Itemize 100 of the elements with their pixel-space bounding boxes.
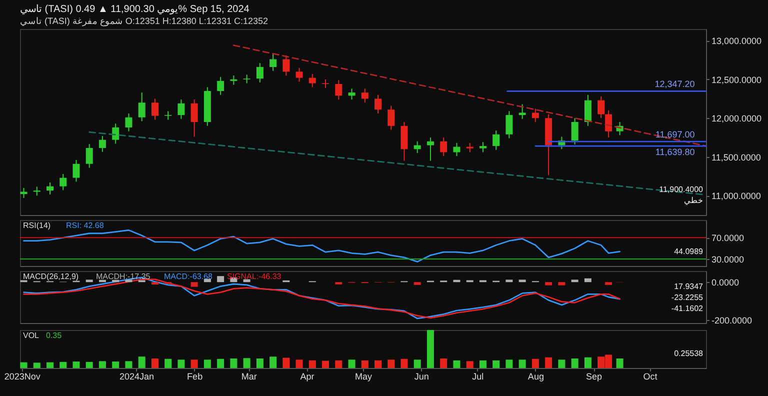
bar [479,360,486,368]
y-tick-label: 30.0000 [712,254,744,265]
candlestick [532,108,539,122]
bar [558,360,566,368]
x-tick-label: Oct [643,372,658,382]
bar [506,360,513,368]
bar [335,360,342,368]
bar [256,358,264,368]
candlestick [282,54,290,76]
series-label: RSI: 42.68 [66,221,104,230]
x-tick-label: Aug [528,372,544,382]
bar [348,360,356,368]
bar [388,360,395,368]
x-tick-label: May [354,372,372,382]
bar [270,356,277,368]
candlestick [414,140,421,154]
candlestick [60,173,67,191]
candlestick [125,112,132,132]
x-tick-label: 2023Nov [4,372,41,382]
x-tick-label: Apr [300,372,314,382]
bar [414,360,421,368]
bar [243,358,250,368]
bar [532,358,539,368]
annotation: 44.0989 [674,247,704,256]
candlestick [466,142,474,153]
candlestick [230,75,238,86]
bar [492,360,500,368]
annotation: خطي [684,196,703,205]
chart-title: RSI(14) [23,221,51,230]
bar [584,357,592,368]
chart-subtitle: تاسي (TASI) شموع مفرغة O:12351 H:12380 L:12331 C:12352 [20,16,268,27]
candlestick [479,142,486,153]
bar [46,362,54,368]
candlestick [388,105,395,130]
bar [125,361,132,368]
bar [164,358,172,368]
y-tick-label: 11,000.0000 [712,191,761,202]
bar [86,362,93,368]
x-tick-label: 2024Jan [119,372,154,382]
y-tick-label: 70.0000 [712,233,744,244]
bar [440,358,448,368]
candlestick [598,96,605,119]
series-label: SIGNAL:-46.33 [227,272,282,281]
candlestick [400,122,408,162]
candlestick [46,182,54,195]
candlestick [256,62,264,83]
series-label: MACDH:-17.35 [96,272,151,281]
chart-title: VOL [23,331,40,340]
bar [400,358,408,368]
candlestick [453,142,460,157]
annotation: 17.9347 [674,282,704,291]
line-series [23,229,620,262]
y-tick-label: 12,500.0000 [712,74,762,85]
candlestick [492,130,500,150]
bar [466,361,474,368]
bar [20,362,28,368]
bar [60,362,67,368]
chart-title: تاسي (TASI) يومي 11,900.30 ▲ 0.49% Sep 15, 2024 [20,4,250,15]
bar [230,358,238,368]
x-tick-label: Sep [586,372,602,382]
candlestick [296,67,303,82]
bar [518,360,526,368]
candlestick [243,74,250,84]
bar [98,361,106,368]
x-tick-label: Feb [187,372,203,382]
candlestick [308,73,316,88]
x-tick-label: Jun [414,372,429,382]
y-tick-label: 11,500.0000 [712,152,761,162]
annotation: 11,900.4000 [659,185,704,194]
candlestick [270,53,277,72]
annotation: 11,697.00 [655,130,695,140]
bar [282,358,290,368]
bar [138,356,146,368]
candlestick [506,110,513,139]
text: 0.35 [46,331,62,340]
candlestick [374,94,382,114]
bar [217,358,224,368]
candlestick [440,137,448,157]
candlestick [138,92,146,122]
bar [33,362,40,368]
bar [322,360,330,368]
bar [308,360,316,368]
bar [151,358,158,368]
candlestick [571,118,578,145]
bar [204,360,211,368]
series-label: MACD:-63.68 [164,272,214,281]
x-tick-label: Jul [472,372,484,382]
annotation: 0.25538 [674,349,704,358]
bar [616,358,624,368]
candlestick [426,137,434,162]
x-tick-label: Mar [241,372,257,382]
candlestick [98,135,106,152]
candlestick [584,94,592,126]
candlestick [518,104,526,120]
chart-title: MACD(26,12,9) [23,272,79,281]
annotation: 12,347.20 [654,79,695,90]
bar [545,357,552,368]
candlestick [335,80,342,100]
candlestick [605,110,612,138]
y-tick-label: 0.0000 [712,278,740,288]
